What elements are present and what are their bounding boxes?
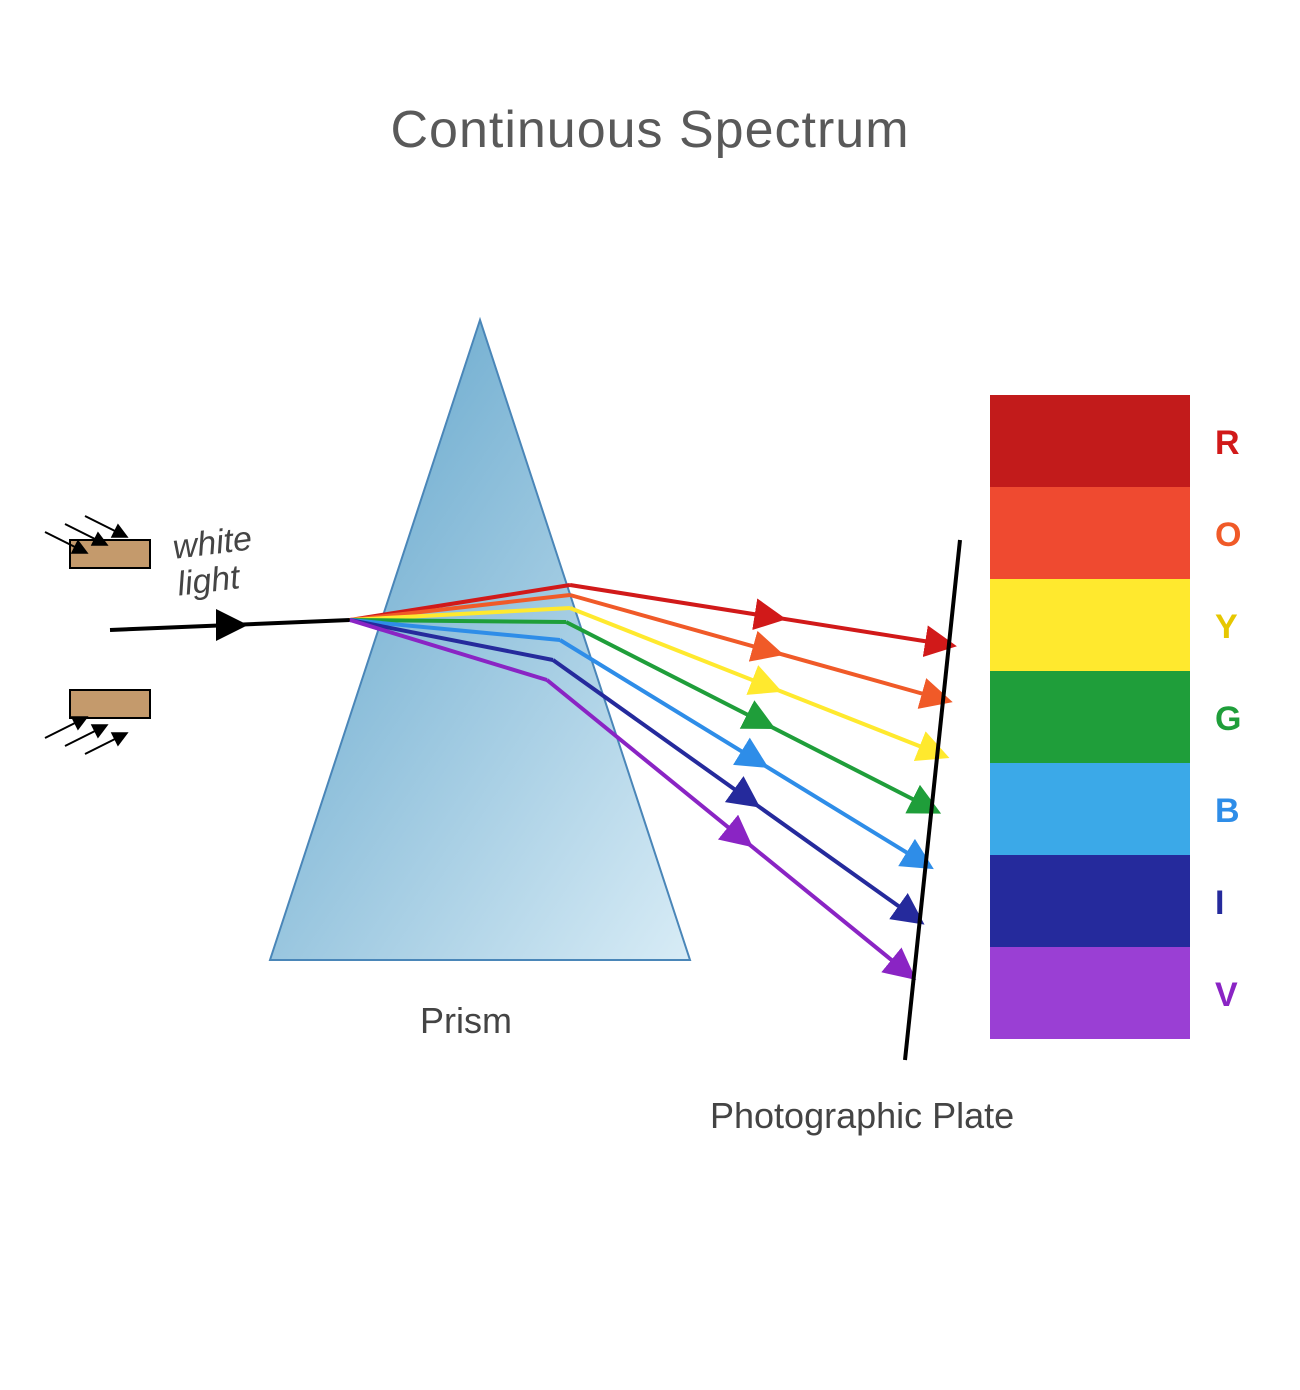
prism-diagram — [0, 0, 1300, 1390]
source-arrow — [85, 734, 125, 754]
spectrum-letter-orange: O — [1215, 516, 1241, 555]
spectrum-band-orange — [990, 487, 1190, 579]
slit-upper — [70, 540, 150, 568]
ray-orange-out — [570, 595, 945, 700]
source-arrow — [85, 516, 125, 536]
ray-red-out — [570, 585, 949, 645]
source-arrow — [45, 718, 85, 738]
spectrum-letter-indigo: I — [1215, 884, 1224, 923]
spectrum-band-yellow — [990, 579, 1190, 671]
spectrum-letter-red: R — [1215, 424, 1240, 463]
incident-ray — [110, 620, 350, 630]
prism-shape — [270, 320, 690, 960]
source-arrow — [65, 726, 105, 746]
spectrum-letter-green: G — [1215, 700, 1241, 739]
spectrum-band-blue — [990, 763, 1190, 855]
spectrum-band-indigo — [990, 855, 1190, 947]
spectrum-letter-violet: V — [1215, 976, 1238, 1015]
spectrum-band-green — [990, 671, 1190, 763]
spectrum-letter-blue: B — [1215, 792, 1240, 831]
spectrum-band-violet — [990, 947, 1190, 1039]
slit-lower — [70, 690, 150, 718]
spectrum-band-red — [990, 395, 1190, 487]
spectrum-letter-yellow: Y — [1215, 608, 1238, 647]
